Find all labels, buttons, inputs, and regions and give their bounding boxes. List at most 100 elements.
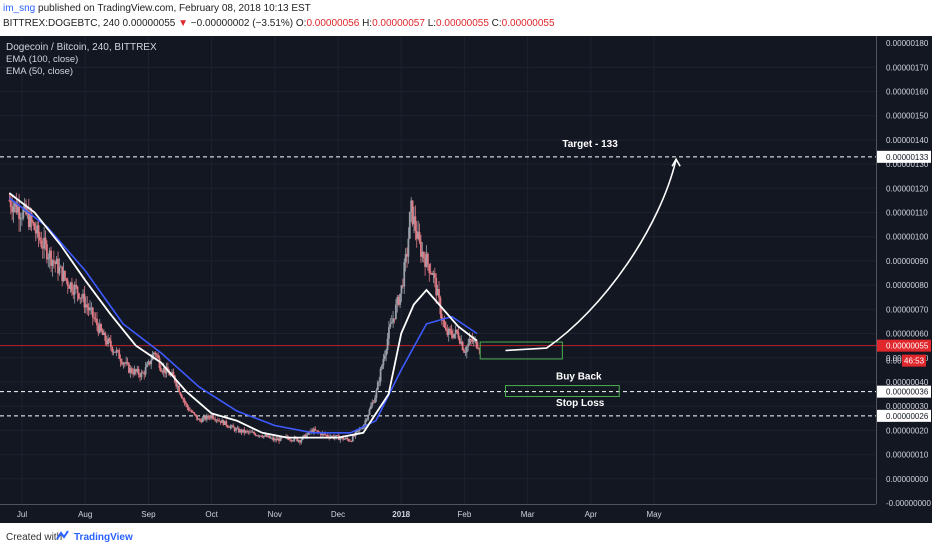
candle-body xyxy=(130,368,133,373)
candle-body xyxy=(243,429,246,433)
price-axis-bg xyxy=(876,36,932,523)
candle-body xyxy=(414,216,417,231)
price-tick-label: 0.00000130 xyxy=(886,160,929,169)
candle-body xyxy=(351,435,354,442)
candle-body xyxy=(246,430,249,432)
candle-body xyxy=(200,420,203,423)
candle-body xyxy=(208,417,211,419)
candle-body xyxy=(347,439,350,441)
candle-body xyxy=(365,419,368,421)
candle-body xyxy=(450,330,453,336)
tradingview-brand-link[interactable]: TradingView xyxy=(74,532,133,543)
price-tick-label: 0.00000020 xyxy=(886,426,929,435)
candle-body xyxy=(76,286,79,294)
candle-body xyxy=(132,372,135,375)
candle-body xyxy=(123,363,126,364)
candle-body xyxy=(40,240,43,248)
zone-box[interactable] xyxy=(479,341,563,360)
zone-boxes xyxy=(479,341,620,397)
candle-body xyxy=(233,427,236,431)
candle-body xyxy=(339,438,342,441)
candle-body xyxy=(312,428,315,433)
candle-body xyxy=(364,420,367,425)
candle-body xyxy=(470,338,472,340)
annotation-label[interactable]: Buy Back xyxy=(556,372,602,383)
candle-body xyxy=(324,433,326,436)
candle-body xyxy=(185,402,187,405)
candle-body xyxy=(109,340,112,347)
username-link[interactable]: im_sng xyxy=(3,3,36,14)
candle-body xyxy=(57,258,59,274)
candle-body xyxy=(29,213,32,228)
time-tick-label: Mar xyxy=(521,510,535,519)
price-chart[interactable]: Target - 133 Buy Back Stop Loss 0.00000180… xyxy=(0,36,932,523)
candle-body xyxy=(336,435,339,437)
candle-body xyxy=(278,438,280,442)
candle-body xyxy=(100,324,103,331)
candle-body xyxy=(432,273,435,275)
candle-body xyxy=(435,277,438,296)
price-tick-label: 0.00000090 xyxy=(886,257,929,266)
candle-body xyxy=(134,369,137,372)
level-badge xyxy=(877,409,931,422)
candle-body xyxy=(91,307,94,318)
candle-body xyxy=(242,429,244,433)
candle-body xyxy=(385,350,388,356)
candle-body xyxy=(477,347,479,349)
chart-area[interactable]: Target - 133 Buy Back Stop Loss 0.00000180… xyxy=(0,36,932,523)
target-arrow-line[interactable] xyxy=(505,159,677,352)
candle-body xyxy=(239,429,242,433)
candle-body xyxy=(343,438,346,440)
candle-body xyxy=(96,318,98,326)
candle-body xyxy=(406,254,408,257)
candle-body xyxy=(331,435,333,437)
candle-body xyxy=(396,296,399,305)
price-tick-label: 0.00000010 xyxy=(886,451,929,460)
price-tick-label: 0.00000110 xyxy=(886,209,928,218)
zone-box[interactable] xyxy=(504,385,620,397)
time-tick-label: Dec xyxy=(331,510,345,519)
candle-body xyxy=(453,333,456,338)
time-tick-label: Nov xyxy=(268,510,282,519)
candle-body xyxy=(374,397,376,403)
annotation-label[interactable]: Stop Loss xyxy=(556,398,605,409)
candle-body xyxy=(190,410,193,413)
candle-body xyxy=(369,405,372,410)
candle-body xyxy=(376,382,379,390)
candle-body xyxy=(261,436,264,438)
partial-price-label: 0.000 xyxy=(886,357,907,366)
candle-body xyxy=(50,250,52,266)
candle-body xyxy=(421,252,424,257)
annotation-label[interactable]: Target - 133 xyxy=(562,139,618,150)
candle-body xyxy=(222,420,225,425)
candle-body xyxy=(218,420,221,422)
candle-body xyxy=(140,372,143,378)
candle-body xyxy=(148,361,151,365)
candle-body xyxy=(428,264,431,273)
candle-body xyxy=(408,211,411,239)
candle-body xyxy=(326,435,329,437)
candle-body xyxy=(205,415,208,420)
candle-body xyxy=(314,428,317,431)
candle-body xyxy=(58,267,61,274)
candle-body xyxy=(262,435,265,438)
legend-ema50[interactable]: EMA (50, close) xyxy=(6,66,73,77)
candle-body xyxy=(158,358,161,368)
candle-body xyxy=(128,363,130,373)
candle-body xyxy=(204,416,207,420)
candle-body xyxy=(465,346,468,353)
close-label: C: xyxy=(491,18,502,29)
candle-body xyxy=(39,237,41,241)
candle-body xyxy=(272,437,275,441)
candle-body xyxy=(68,285,71,289)
candle-body xyxy=(454,329,457,334)
candle-body xyxy=(64,270,66,279)
candle-body xyxy=(223,421,226,425)
legend-ema100[interactable]: EMA (100, close) xyxy=(6,54,78,65)
candle-body xyxy=(194,414,197,416)
candle-body xyxy=(269,437,272,439)
candle-body xyxy=(368,409,371,415)
candle-body xyxy=(436,288,439,296)
candle-body xyxy=(191,412,194,413)
candle-body xyxy=(54,262,57,264)
